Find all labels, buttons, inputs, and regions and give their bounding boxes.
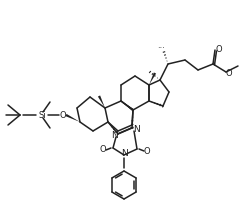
Text: O: O	[100, 145, 106, 155]
Text: N: N	[121, 149, 127, 159]
Text: O: O	[144, 146, 150, 155]
Text: N: N	[111, 131, 117, 139]
Polygon shape	[98, 95, 105, 108]
Text: O: O	[226, 70, 232, 78]
Text: O: O	[216, 46, 222, 54]
Polygon shape	[149, 73, 156, 85]
Text: O: O	[60, 110, 66, 120]
Text: ···: ···	[157, 45, 165, 53]
Polygon shape	[65, 114, 80, 122]
Text: N: N	[133, 124, 139, 134]
Text: Si: Si	[38, 110, 46, 120]
Polygon shape	[121, 101, 134, 111]
